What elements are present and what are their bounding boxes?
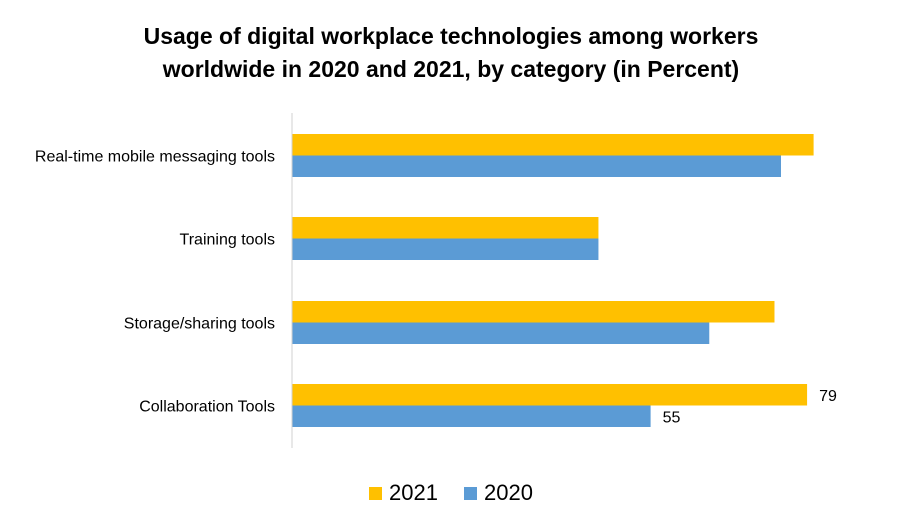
bar-2020-2 <box>292 322 710 344</box>
legend-swatch-2021 <box>369 486 383 500</box>
chart-title: Usage of digital workplace technologies … <box>0 20 902 86</box>
legend-swatch-2020 <box>464 486 477 500</box>
bar-2020-3 <box>292 405 651 427</box>
legend-item-2020: 2020 <box>464 480 533 506</box>
category-label-3: Collaboration Tools <box>139 399 275 416</box>
legend-label-2021: 2021 <box>389 480 438 505</box>
bar-2021-1 <box>292 217 599 239</box>
category-label-0: Real-time mobile messaging tools <box>35 149 275 166</box>
chart-title-line-1: Usage of digital workplace technologies … <box>143 23 759 49</box>
bar-2021-2 <box>292 301 775 323</box>
category-label-2: Storage/sharing tools <box>124 316 275 333</box>
legend-label-2020: 2020 <box>484 480 533 505</box>
chart-title-line-2: worldwide in 2020 and 2021, by category … <box>162 56 740 82</box>
legend-item-2021: 2021 <box>369 480 438 506</box>
data-label-2021-3: 79 <box>819 388 837 405</box>
category-label-1: Training tools <box>180 232 275 249</box>
bar-2021-3 <box>292 384 808 406</box>
bar-2021-0 <box>292 134 814 156</box>
bar-2020-1 <box>292 238 599 260</box>
bar-2020-0 <box>292 155 781 177</box>
data-label-2020-3: 55 <box>663 409 681 426</box>
legend: 2021 2020 <box>0 480 902 506</box>
